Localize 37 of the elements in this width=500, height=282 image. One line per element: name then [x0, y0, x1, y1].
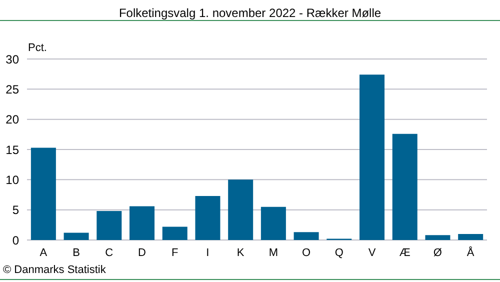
y-tick-label: 20: [6, 112, 20, 127]
bar: [130, 206, 155, 240]
bar: [425, 235, 450, 240]
bar: [162, 226, 188, 240]
bar: [260, 206, 286, 240]
x-tick-label: Å: [466, 246, 475, 259]
y-tick-label: 0: [12, 233, 20, 248]
y-tick-label: 5: [12, 203, 20, 218]
bar: [392, 134, 418, 240]
x-tick-label: K: [236, 246, 245, 259]
x-tick-label: O: [302, 246, 312, 259]
x-tick-label: Ø: [433, 246, 442, 259]
x-tick-label: C: [105, 246, 114, 259]
y-tick-label: 15: [6, 142, 20, 157]
bar: [458, 234, 484, 240]
x-tick-label: Æ: [399, 246, 410, 259]
y-axis-title: Pct.: [28, 42, 47, 54]
x-tick-label: A: [40, 246, 48, 259]
text: © Danmarks Statistik: [3, 264, 106, 276]
x-tick-label: I: [206, 246, 210, 259]
x-tick-label: D: [138, 246, 146, 259]
chart-title: Folketingsvalg 1. november 2022 - Rækker Mølle: [118, 6, 382, 20]
x-tick-label: Q: [334, 246, 344, 259]
bar: [30, 148, 56, 240]
bar: [64, 232, 89, 240]
y-tick-label: 25: [6, 82, 20, 96]
x-tick-label: M: [268, 246, 278, 259]
bar: [360, 74, 385, 240]
y-tick-label: 30: [6, 52, 20, 66]
y-tick-label: 10: [6, 172, 20, 187]
bar: [294, 232, 319, 240]
bar: [195, 196, 220, 240]
x-tick-label: B: [72, 246, 80, 259]
x-tick-label: V: [368, 246, 376, 259]
bar: [96, 211, 122, 240]
x-tick-label: F: [171, 246, 178, 259]
bar: [228, 180, 254, 240]
